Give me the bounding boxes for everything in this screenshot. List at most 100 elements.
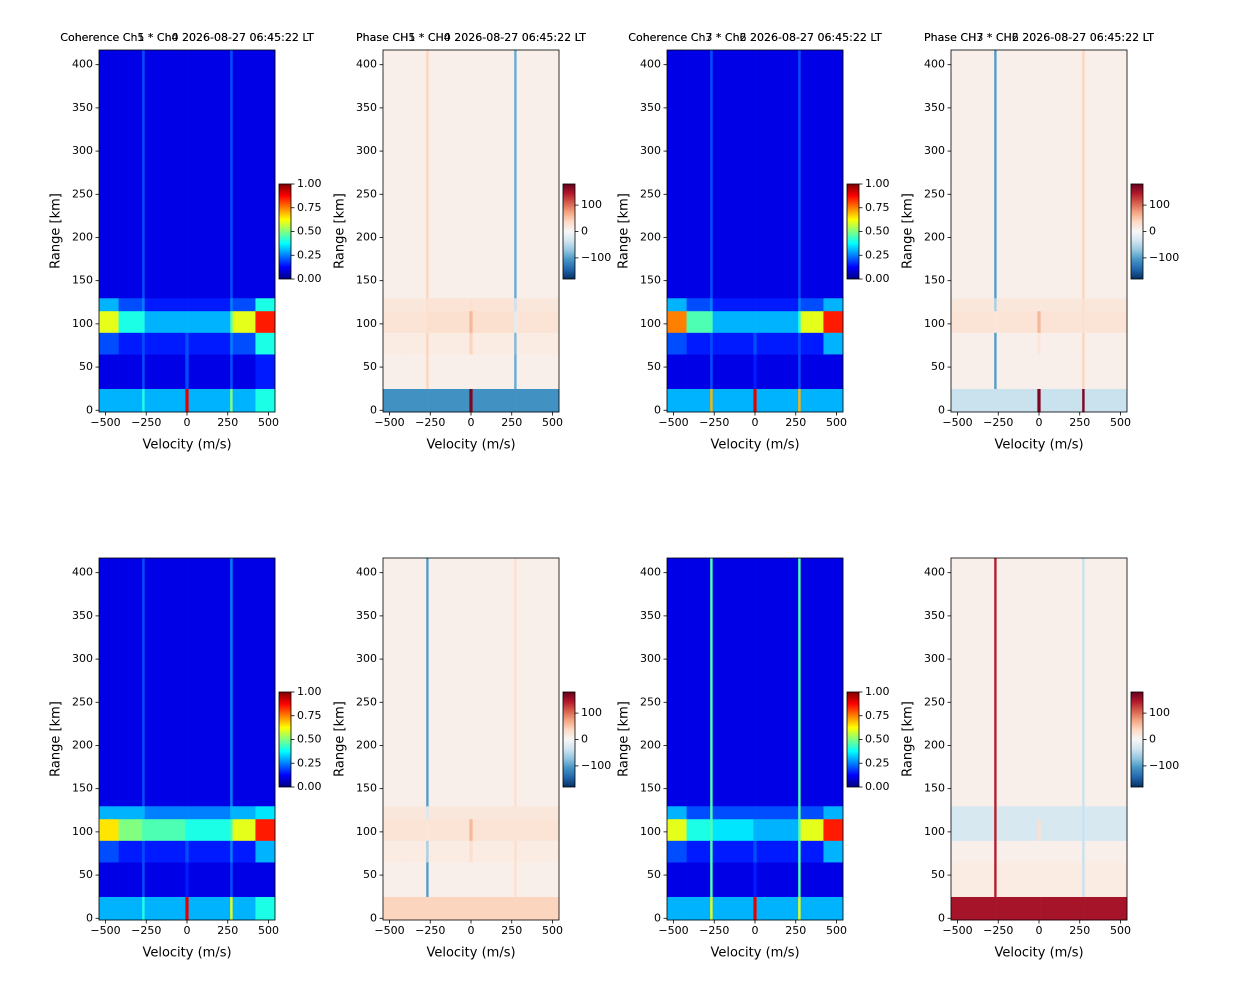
heatmap-cell bbox=[1040, 840, 1083, 863]
x-tick-label: 250 bbox=[1069, 416, 1090, 429]
heatmap-cell bbox=[539, 297, 560, 312]
heatmap-cell bbox=[255, 310, 276, 333]
colorbar-tick-label: 1.00 bbox=[297, 177, 322, 190]
colorbar-tick-label: 100 bbox=[1149, 198, 1170, 211]
heatmap-cell bbox=[951, 388, 971, 413]
heatmap-cell bbox=[99, 896, 119, 921]
heatmap-cell bbox=[994, 332, 997, 355]
heatmap-cell bbox=[1037, 297, 1041, 312]
y-tick-label: 50 bbox=[647, 360, 661, 373]
y-tick-label: 300 bbox=[356, 144, 377, 157]
heatmap-cell bbox=[383, 332, 403, 355]
heatmap-cell bbox=[710, 896, 713, 921]
y-tick-label: 200 bbox=[640, 230, 661, 243]
x-tick-label: 0 bbox=[1036, 924, 1043, 937]
heatmap-cell bbox=[383, 862, 403, 897]
heatmap-cell bbox=[756, 332, 799, 355]
heatmap-cell bbox=[185, 332, 189, 355]
heatmap-cell bbox=[185, 840, 189, 863]
heatmap-cell bbox=[426, 862, 429, 897]
heatmap-cell bbox=[185, 388, 189, 413]
heatmap-cell bbox=[232, 896, 256, 921]
heatmap-cell bbox=[994, 896, 997, 921]
y-tick-label: 50 bbox=[79, 868, 93, 881]
heatmap-cell bbox=[516, 840, 540, 863]
heatmap-cell bbox=[99, 297, 119, 312]
heatmap-cell bbox=[255, 50, 276, 299]
heatmap-cell bbox=[951, 818, 971, 841]
heatmap-cell bbox=[255, 558, 276, 807]
heatmap-cell bbox=[144, 862, 186, 897]
y-axis-label: Range [km] bbox=[49, 701, 64, 777]
heatmap-cell bbox=[142, 388, 145, 413]
y-tick-label: 350 bbox=[72, 609, 93, 622]
heatmap-cell bbox=[402, 388, 427, 413]
heatmap-cell bbox=[710, 297, 713, 312]
heatmap-cell bbox=[514, 862, 517, 897]
heatmap-cell bbox=[996, 310, 1038, 333]
heatmap-cell bbox=[469, 862, 473, 897]
heatmap-cell bbox=[118, 332, 143, 355]
y-tick-label: 50 bbox=[647, 868, 661, 881]
heatmap-cell bbox=[516, 354, 540, 389]
heatmap-cell bbox=[756, 297, 799, 312]
heatmap-cell bbox=[144, 354, 186, 389]
heatmap-cell bbox=[383, 805, 403, 820]
heatmap-cell bbox=[996, 818, 1038, 841]
heatmap-cell bbox=[469, 896, 473, 921]
heatmap-cell bbox=[230, 818, 233, 841]
heatmap-cell bbox=[996, 862, 1038, 897]
heatmap-cell bbox=[970, 818, 995, 841]
heatmap-cell bbox=[1040, 332, 1083, 355]
y-tick-label: 400 bbox=[356, 58, 377, 71]
heatmap-cell bbox=[753, 388, 757, 413]
heatmap-cell bbox=[232, 862, 256, 897]
panel-title: Coherence Ch1 * Ch0 2026-08-27 06:45:22 … bbox=[60, 31, 314, 44]
heatmap-cell bbox=[1040, 805, 1083, 820]
heatmap-cell bbox=[712, 297, 754, 312]
x-tick-label: 500 bbox=[1110, 924, 1131, 937]
heatmap-cell bbox=[994, 818, 997, 841]
heatmap-cell bbox=[539, 310, 560, 333]
heatmap-cell bbox=[185, 862, 189, 897]
heatmap-cell bbox=[667, 50, 687, 299]
colorbar-tick-label: −100 bbox=[581, 251, 611, 264]
heatmap-cell bbox=[188, 310, 231, 333]
heatmap-cell bbox=[472, 862, 515, 897]
heatmap-cell bbox=[99, 818, 119, 841]
heatmap-cell bbox=[823, 297, 844, 312]
heatmap-cell bbox=[472, 840, 515, 863]
heatmap-cell bbox=[970, 558, 995, 807]
heatmap-cell bbox=[428, 354, 470, 389]
heatmap-cell bbox=[951, 354, 971, 389]
heatmap-cell bbox=[426, 50, 429, 299]
y-tick-label: 300 bbox=[640, 144, 661, 157]
x-tick-label: 500 bbox=[258, 924, 279, 937]
heatmap-cell bbox=[712, 50, 754, 299]
heatmap-cell bbox=[798, 896, 801, 921]
heatmap-cell bbox=[383, 818, 403, 841]
heatmap-cell bbox=[1107, 50, 1128, 299]
heatmap-cell bbox=[970, 388, 995, 413]
heatmap-cell bbox=[753, 310, 757, 333]
heatmap-cell bbox=[118, 805, 143, 820]
y-tick-label: 150 bbox=[640, 782, 661, 795]
heatmap-cell bbox=[710, 50, 713, 299]
heatmap-cell bbox=[188, 50, 231, 299]
y-axis-label: Range [km] bbox=[49, 193, 64, 269]
heatmap-cell bbox=[514, 297, 517, 312]
y-tick-label: 150 bbox=[356, 782, 377, 795]
heatmap-cell bbox=[753, 50, 757, 299]
heatmap-cell bbox=[188, 805, 231, 820]
heatmap-cell bbox=[469, 354, 473, 389]
heatmap-cell bbox=[516, 297, 540, 312]
heatmap-cell bbox=[383, 388, 403, 413]
heatmap-cell bbox=[753, 862, 757, 897]
heatmap-cell bbox=[232, 805, 256, 820]
heatmap-cell bbox=[823, 818, 844, 841]
heatmap-cell bbox=[800, 896, 824, 921]
heatmap-cell bbox=[230, 862, 233, 897]
x-tick-label: 250 bbox=[501, 924, 522, 937]
heatmap-cell bbox=[756, 818, 799, 841]
y-tick-label: 350 bbox=[640, 101, 661, 114]
